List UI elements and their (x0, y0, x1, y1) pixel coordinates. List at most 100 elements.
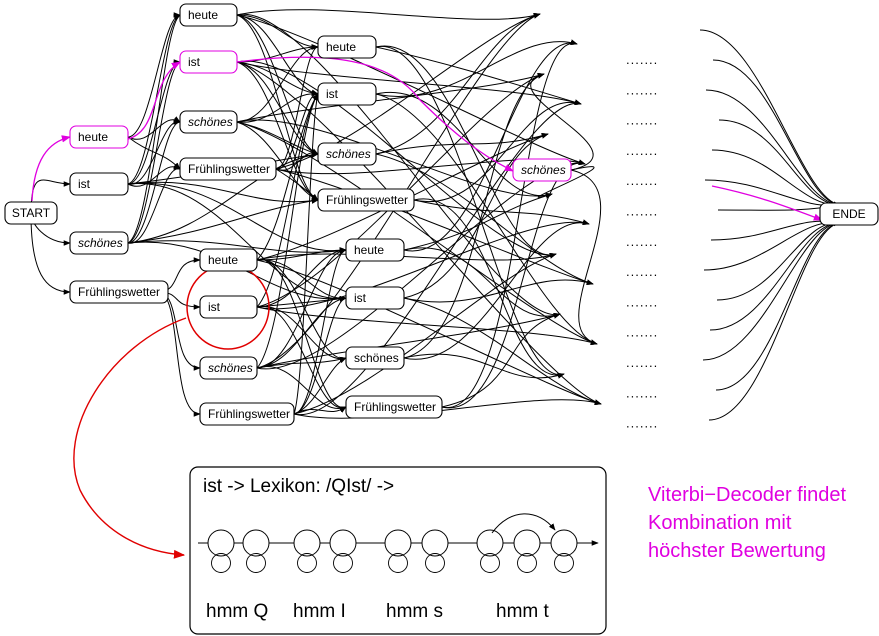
lattice-node-c2d-ist: ist (199, 295, 258, 319)
lattice-edge (441, 159, 586, 409)
lattice-edge (441, 39, 578, 408)
lexicon-link-arrow (73, 317, 187, 559)
ellipsis: ....... (626, 173, 658, 188)
hmm-state (513, 529, 541, 557)
lattice-edge (709, 219, 841, 331)
lexicon-title: ist -> Lexikon: /QIst/ -> (203, 476, 394, 497)
lattice-edge (570, 169, 602, 345)
ellipsis: ....... (626, 355, 658, 370)
lattice-node-c1-ist: ist (69, 172, 129, 196)
lattice-edge (275, 13, 541, 170)
lattice-edge (403, 297, 602, 405)
node-label: ist (188, 55, 201, 69)
lattice-node-c3d-fw: Frühlingswetter (345, 395, 443, 419)
lattice-edge (705, 89, 841, 208)
lattice-edge (403, 353, 565, 379)
lattice-edge (708, 220, 841, 421)
lattice-edge (236, 44, 319, 63)
ellipsis: ....... (626, 294, 658, 309)
lattice-node-c1-heute: heute (69, 125, 129, 149)
lattice-nodes: START ENDE heute ist schönes Frühlingswetter h… (4, 3, 879, 426)
lattice-node-c2a-ist: ist (179, 50, 238, 74)
lattice-edge (256, 219, 590, 310)
node-label: schönes (208, 361, 253, 375)
lattice-edge (293, 247, 347, 415)
hmm-self-loop (246, 553, 266, 573)
lattice-edge (413, 198, 565, 379)
lattice-edge (441, 313, 561, 408)
lattice-edge (256, 253, 557, 261)
lattice-edge (275, 168, 319, 201)
lattice-node-c3a-heute: heute (317, 35, 377, 59)
lattice-edge (716, 219, 841, 301)
lattice-edge (127, 181, 319, 204)
ellipsis: ....... (626, 143, 658, 158)
node-label: heute (208, 253, 238, 267)
lattice-edge (275, 44, 319, 170)
best-path-edge (31, 135, 71, 202)
lattice-edge (127, 14, 181, 185)
hmm-self-loop (333, 553, 353, 573)
node-label: ENDE (832, 207, 865, 221)
hmm-state-chain (207, 529, 578, 573)
lattice-node-c1-schoenes: schönes (69, 231, 129, 255)
lattice-edge (403, 279, 594, 303)
lattice-edge (699, 29, 841, 207)
lattice-node-c3a-fw: Frühlingswetter (317, 188, 415, 212)
lattice-edge (375, 93, 598, 345)
lattice-edge (413, 99, 582, 203)
hmm-state (329, 529, 357, 557)
lattice-edge (293, 406, 347, 415)
hmm-label: hmm I (293, 601, 346, 622)
node-label: schönes (188, 115, 233, 129)
lattice-node-c3a-schoenes: schönes (317, 142, 377, 166)
hmm-self-loop (480, 553, 500, 573)
lattice-edge (30, 179, 71, 215)
best-path-edge (236, 56, 514, 172)
note-line: Viterbi−Decoder findet (648, 484, 847, 506)
lattice-edge (375, 46, 582, 105)
lattice-edge (236, 61, 582, 105)
lattice-edge (530, 73, 594, 171)
lattice-node-c4-schoenes: schönes (512, 158, 572, 182)
hmm-state (550, 529, 578, 557)
lattice-edge (236, 14, 319, 50)
node-label: Frühlingswetter (78, 285, 160, 299)
best-path (31, 56, 823, 221)
lattice-edge (256, 259, 602, 405)
ellipsis: ....... (626, 113, 658, 128)
viterbi-note: Viterbi−Decoder findet Kombination mit h… (648, 484, 847, 562)
lattice-edge (375, 45, 557, 259)
ellipsis-columns: ........................................… (626, 52, 658, 431)
lattice-edge (718, 119, 841, 208)
lattice-node-c2d-heute: heute (199, 248, 258, 272)
lattice-edge (293, 399, 602, 419)
lattice-edge (236, 9, 541, 20)
lattice-edge (375, 39, 578, 97)
lattice-edge (403, 133, 549, 299)
node-label: Frühlingswetter (208, 407, 290, 421)
hmm-state (476, 529, 504, 557)
node-label: heute (354, 243, 384, 257)
lattice-node-c3d-schoenes: schönes (345, 346, 405, 370)
lattice-node-c3a-ist: ist (317, 82, 377, 106)
hmm-state (384, 529, 412, 557)
ellipsis: ....... (626, 82, 658, 97)
node-label: ist (326, 87, 339, 101)
lattice-edge (127, 183, 347, 302)
lattice-node-c2d-schoenes: schönes (199, 356, 258, 380)
node-label: ist (208, 300, 221, 314)
lattice-edge (236, 73, 545, 123)
lattice-node-c1-fw: Frühlingswetter (69, 280, 169, 304)
lattice-edge (256, 93, 319, 308)
lattice-edge (256, 306, 598, 345)
best-path-edge (711, 185, 823, 221)
lattice-edge (715, 220, 841, 391)
hmm-state (293, 529, 321, 557)
ellipsis: ....... (626, 385, 658, 400)
best-path-edge (127, 61, 181, 140)
hmm-self-loop (297, 553, 317, 573)
node-label: ist (78, 177, 91, 191)
hmm-state (242, 529, 270, 557)
hmm-self-loop (388, 553, 408, 573)
